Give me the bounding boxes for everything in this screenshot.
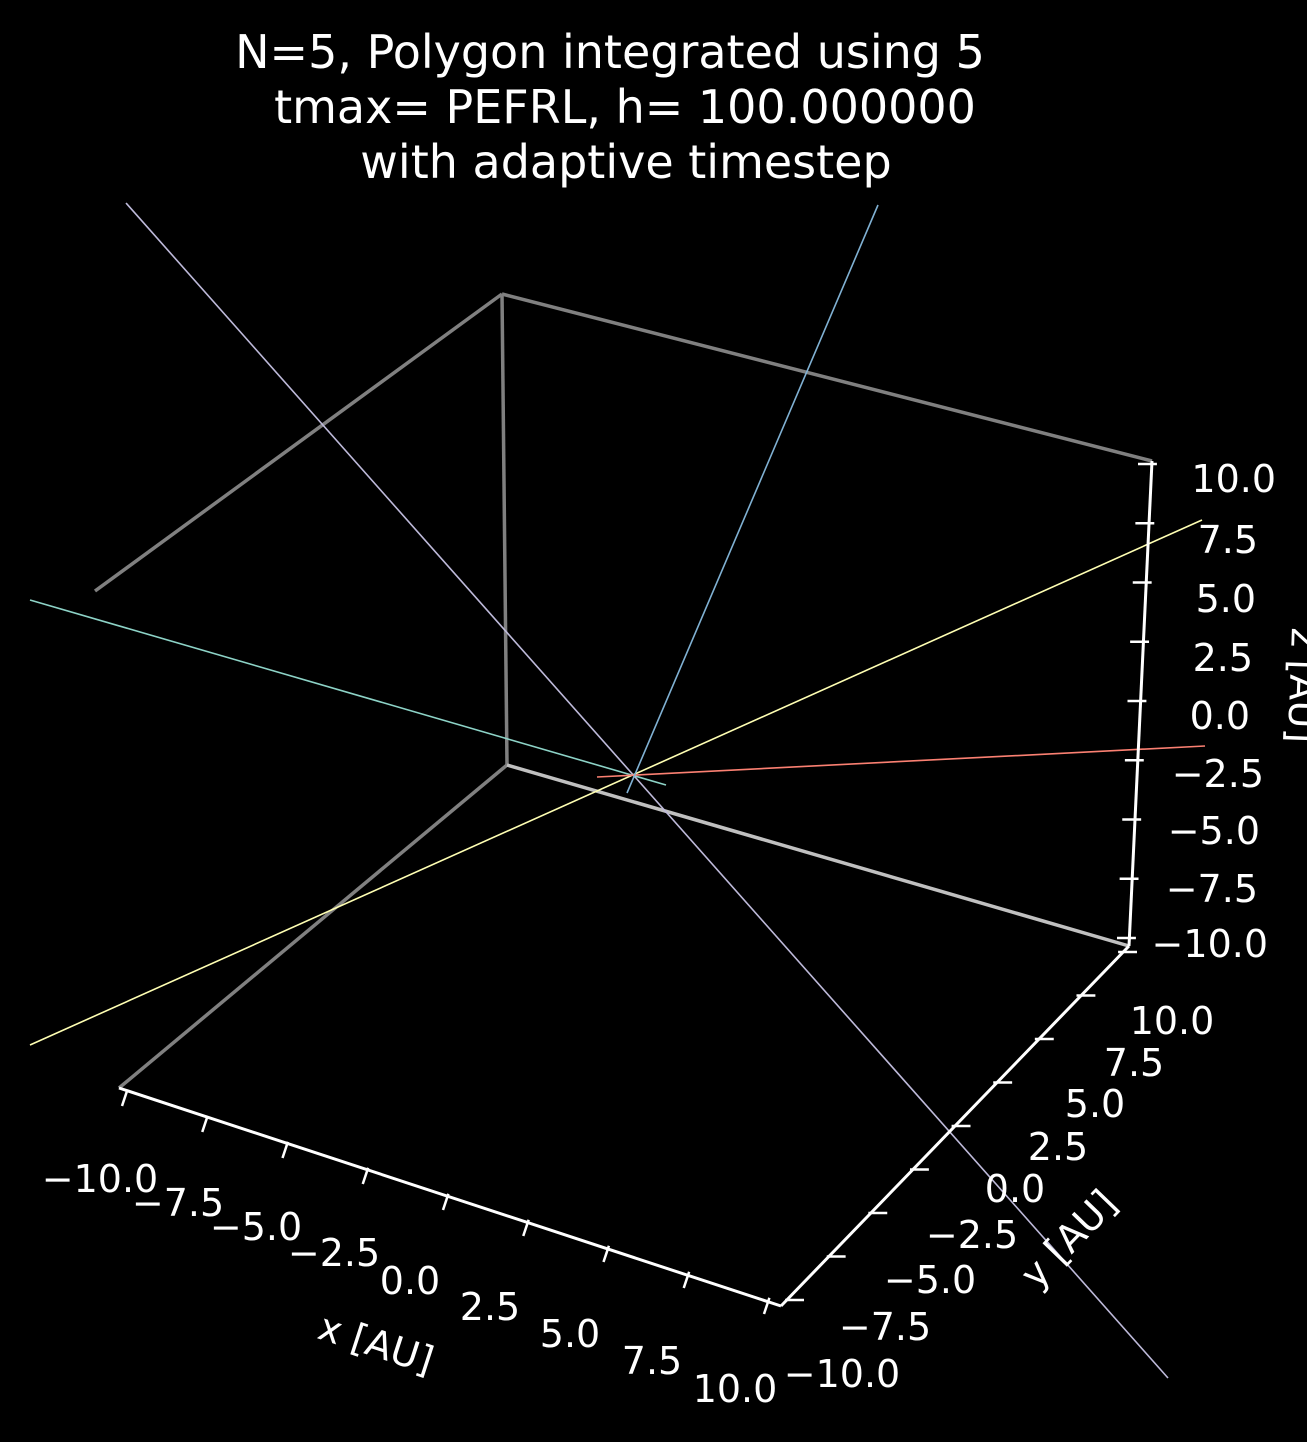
z-tick-label-1: −7.5 bbox=[1166, 867, 1258, 911]
z-tick-label-2: −5.0 bbox=[1168, 809, 1260, 853]
z-axis-label: z [AU] bbox=[1279, 627, 1307, 744]
x-tick-label-8: 10.0 bbox=[693, 1367, 778, 1411]
x-tick-label-4: 0.0 bbox=[380, 1259, 440, 1303]
z-tick-label-8: 10.0 bbox=[1191, 457, 1276, 501]
z-axis-ticks: −10.0 −7.5 −5.0 −2.5 0.0 2.5 5.0 7.5 10.0 bbox=[1117, 457, 1276, 966]
z-axis: −10.0 −7.5 −5.0 −2.5 0.0 2.5 5.0 7.5 10.0 z [AU] bbox=[1117, 457, 1307, 966]
x-tick-label-7: 7.5 bbox=[622, 1339, 682, 1383]
x-tick-3 bbox=[361, 1167, 370, 1185]
x-tick-8 bbox=[762, 1297, 771, 1315]
z-tick-label-3: −2.5 bbox=[1172, 752, 1264, 796]
y-tick-label-7: 7.5 bbox=[1104, 1041, 1164, 1085]
x-tick-0 bbox=[120, 1089, 129, 1107]
chart-title-line-2: tmax= PEFRL, h= 100.000000 bbox=[274, 80, 976, 134]
chart-title-line-3: with adaptive timestep bbox=[360, 135, 891, 189]
z-tick-label-4: 0.0 bbox=[1190, 694, 1250, 738]
x-tick-7 bbox=[682, 1271, 691, 1289]
x-tick-label-1: −7.5 bbox=[132, 1181, 224, 1225]
series-line-1 bbox=[29, 599, 667, 786]
x-tick-label-5: 2.5 bbox=[460, 1285, 520, 1329]
x-tick-4 bbox=[441, 1193, 450, 1211]
y-tick-label-6: 5.0 bbox=[1065, 1082, 1125, 1126]
chart-title-line-1: N=5, Polygon integrated using 5 bbox=[235, 25, 985, 79]
trajectory-lines bbox=[29, 202, 1206, 1379]
x-tick-2 bbox=[281, 1141, 290, 1159]
y-tick-label-0: −10.0 bbox=[784, 1352, 900, 1396]
x-axis-line bbox=[118, 1086, 782, 1308]
y-tick-label-8: 10.0 bbox=[1130, 999, 1215, 1043]
series-line-2 bbox=[29, 519, 1203, 1046]
y-tick-label-3: −2.5 bbox=[926, 1213, 1018, 1257]
z-tick-label-0: −10.0 bbox=[1152, 922, 1268, 966]
series-line-4 bbox=[596, 745, 1206, 778]
x-tick-label-0: −10.0 bbox=[42, 1157, 158, 1201]
y-tick-label-4: 0.0 bbox=[985, 1167, 1045, 1211]
x-tick-label-3: −2.5 bbox=[288, 1231, 380, 1275]
y-tick-label-2: −5.0 bbox=[884, 1258, 976, 1302]
pane-edge-floor-right bbox=[506, 763, 1130, 948]
y-axis-ticks: −10.0−7.5−5.0−2.50.02.55.07.510.0 bbox=[784, 950, 1215, 1396]
pane-edges bbox=[93, 292, 1153, 1090]
z-tick-label-7: 7.5 bbox=[1198, 518, 1258, 562]
x-tick-label-2: −5.0 bbox=[210, 1205, 302, 1249]
chart-title: N=5, Polygon integrated using 5 tmax= PE… bbox=[235, 25, 985, 189]
pane-edge-back-top-right bbox=[501, 292, 1153, 463]
x-axis-ticks: −10.0−7.5−5.0−2.50.0 2.5 5.0 7.510.0 bbox=[42, 1089, 778, 1411]
pane-edge-floor-left bbox=[117, 763, 509, 1090]
x-tick-6 bbox=[602, 1245, 611, 1263]
y-tick-label-5: 2.5 bbox=[1028, 1125, 1088, 1169]
y-tick-label-1: −7.5 bbox=[839, 1305, 931, 1349]
series-line-5 bbox=[626, 204, 879, 794]
pane-edge-back-vertical bbox=[500, 293, 509, 766]
z-tick-label-5: 2.5 bbox=[1193, 636, 1253, 680]
z-axis-line bbox=[1127, 460, 1154, 947]
series-line-3 bbox=[125, 202, 1169, 1379]
x-tick-label-6: 5.0 bbox=[540, 1312, 600, 1356]
x-tick-1 bbox=[201, 1115, 209, 1133]
z-tick-label-6: 5.0 bbox=[1196, 577, 1256, 621]
pane-edge-back-top-left bbox=[93, 292, 504, 593]
x-tick-5 bbox=[522, 1219, 530, 1237]
